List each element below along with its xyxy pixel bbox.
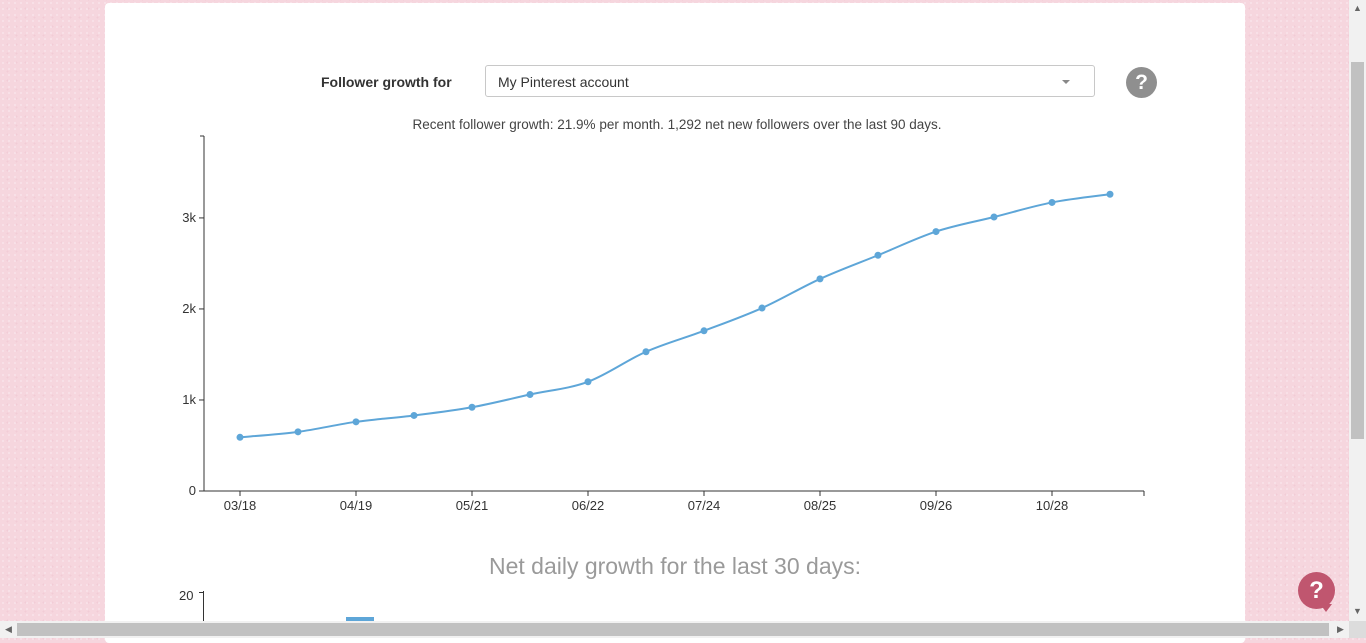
scroll-down-arrow-icon[interactable]: ▼ (1353, 606, 1362, 616)
mini-chart-bar (346, 617, 374, 623)
scroll-right-arrow-icon[interactable]: ▶ (1337, 624, 1344, 634)
horizontal-scrollbar[interactable]: ◀ ▶ (0, 621, 1349, 638)
growth-summary: Recent follower growth: 21.9% per month.… (412, 117, 942, 132)
scrollbar-corner (1349, 621, 1366, 638)
mini-chart-y-tick: 20 (179, 588, 194, 603)
follower-growth-label: Follower growth for (321, 74, 452, 90)
help-icon[interactable]: ? (1126, 67, 1157, 98)
content-card (105, 3, 1245, 643)
account-select[interactable]: My Pinterest account (485, 65, 1095, 97)
net-daily-growth-title: Net daily growth for the last 30 days: (488, 553, 862, 579)
vertical-scrollbar[interactable]: ▲ ▼ (1349, 0, 1366, 621)
help-chat-button[interactable]: ? (1298, 572, 1335, 612)
vertical-scroll-thumb[interactable] (1351, 62, 1364, 439)
scroll-up-arrow-icon[interactable]: ▲ (1353, 3, 1362, 13)
mini-chart-y-axis (203, 591, 204, 621)
chevron-down-icon (1062, 80, 1070, 84)
scroll-left-arrow-icon[interactable]: ◀ (5, 624, 12, 634)
mini-chart-tick-mark (199, 592, 203, 593)
horizontal-scroll-thumb[interactable] (17, 623, 1329, 636)
account-select-value: My Pinterest account (498, 74, 629, 90)
